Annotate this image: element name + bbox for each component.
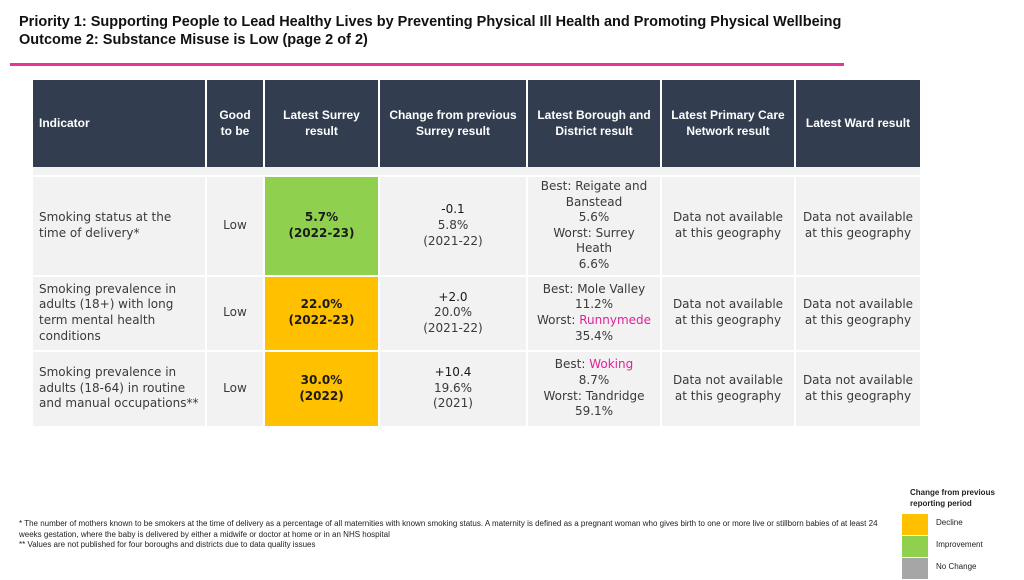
header-pcn-result: Latest Primary Care Network result [661, 80, 796, 167]
best-name: Mole Valley [577, 281, 646, 296]
pcn-result-cell: Data not available at this geography [661, 350, 796, 428]
ward-result-cell: Data not available at this geography [795, 350, 920, 428]
change-value: +10.4 [434, 365, 472, 380]
legend-item-decline: Decline [902, 514, 1012, 536]
table-row: Smoking prevalence in adults (18-64) in … [33, 350, 920, 428]
change-cell: +10.4 19.6% (2021) [379, 350, 528, 428]
change-cell: -0.1 5.8% (2021-22) [379, 176, 528, 277]
surrey-value: 5.7% [304, 210, 339, 225]
worst-name: Surrey Heath [575, 225, 635, 256]
header-change: Change from previous Surrey result [379, 80, 528, 167]
borough-result-cell: Best: Mole Valley 11.2% Worst: Runnymede… [527, 275, 662, 352]
table-header-row: Indicator Good to be Latest Surrey resul… [33, 80, 920, 167]
best-label: Best: [554, 357, 590, 372]
title-priority: Priority 1: Supporting People to Lead He… [19, 14, 842, 30]
table-row: Smoking prevalence in adults (18+) with … [33, 275, 920, 352]
legend-label-improvement: Improvement [936, 540, 983, 549]
header-indicator: Indicator [33, 80, 207, 167]
indicator-cell: Smoking status at the time of delivery* [33, 176, 207, 277]
best-label: Best: [542, 281, 578, 296]
good-to-be-cell: Low [206, 275, 265, 352]
header-borough-result: Latest Borough and District result [527, 80, 662, 167]
indicator-cell: Smoking prevalence in adults (18+) with … [33, 275, 207, 352]
footnote-1: * The number of mothers known to be smok… [19, 519, 878, 539]
previous-value: 5.8% [437, 217, 469, 232]
surrey-result-cell: 5.7% (2022-23) [264, 176, 380, 277]
legend-label-decline: Decline [936, 518, 963, 527]
surrey-value: 30.0% [300, 372, 343, 387]
indicator-table: Indicator Good to be Latest Surrey resul… [33, 80, 920, 428]
header-surrey-result: Latest Surrey result [264, 80, 380, 167]
title-outcome: Outcome 2: Substance Misuse is Low (page… [19, 32, 368, 48]
worst-name: Runnymede [579, 313, 652, 328]
previous-period: (2021-22) [423, 233, 483, 248]
change-legend: Change from previous reporting period De… [902, 487, 1012, 580]
good-to-be-cell: Low [206, 350, 265, 428]
legend-title: Change from previous reporting period [910, 488, 995, 508]
legend-label-no-change: No Change [936, 562, 977, 571]
header-good-to-be: Good to be [206, 80, 265, 167]
surrey-result-cell: 22.0% (2022-23) [264, 275, 380, 352]
good-to-be-cell: Low [206, 176, 265, 277]
legend-item-improvement: Improvement [902, 536, 1012, 558]
legend-swatch-no-change [902, 558, 928, 579]
best-label: Best: [540, 179, 576, 193]
surrey-result-cell: 30.0% (2022) [264, 350, 380, 428]
worst-value: 35.4% [574, 328, 614, 343]
borough-result-cell: Best: Woking 8.7% Worst: Tandridge 59.1% [527, 350, 662, 428]
surrey-period: (2022) [299, 388, 344, 403]
footnote-2: ** Values are not published for four bor… [19, 540, 316, 550]
previous-period: (2021) [433, 396, 473, 411]
legend-swatch-decline [902, 514, 928, 535]
pcn-result-cell: Data not available at this geography [661, 176, 796, 277]
header-ward-result: Latest Ward result [795, 80, 920, 167]
table-row: Smoking status at the time of delivery* … [33, 176, 920, 277]
legend-swatch-improvement [902, 536, 928, 557]
change-cell: +2.0 20.0% (2021-22) [379, 275, 528, 352]
footnotes: * The number of mothers known to be smok… [19, 519, 891, 551]
previous-value: 20.0% [433, 305, 473, 320]
worst-label: Worst: [543, 388, 586, 403]
surrey-period: (2022-23) [288, 313, 355, 328]
legend-item-no-change: No Change [902, 558, 1012, 580]
best-name: Reigate and Banstead [565, 179, 648, 209]
page-title: Priority 1: Supporting People to Lead He… [19, 13, 841, 49]
change-value: +2.0 [438, 289, 468, 304]
pcn-result-cell: Data not available at this geography [661, 275, 796, 352]
best-value: 11.2% [574, 297, 614, 312]
best-value: 8.7% [578, 372, 610, 387]
best-name: Woking [589, 357, 634, 372]
ward-result-cell: Data not available at this geography [795, 176, 920, 277]
worst-value: 59.1% [574, 404, 614, 419]
ward-result-cell: Data not available at this geography [795, 275, 920, 352]
change-value: -0.1 [441, 202, 465, 217]
worst-label: Worst: [536, 313, 580, 328]
best-value: 5.6% [578, 210, 610, 225]
surrey-value: 22.0% [300, 297, 343, 312]
worst-label: Worst: [553, 225, 596, 240]
indicator-cell: Smoking prevalence in adults (18-64) in … [33, 350, 207, 428]
worst-name: Tandridge [585, 388, 645, 403]
borough-result-cell: Best: Reigate and Banstead 5.6% Worst: S… [527, 176, 662, 277]
surrey-period: (2022-23) [288, 225, 355, 240]
previous-value: 19.6% [433, 380, 473, 395]
previous-period: (2021-22) [423, 320, 483, 335]
worst-value: 6.6% [578, 256, 610, 271]
title-divider [10, 63, 844, 66]
